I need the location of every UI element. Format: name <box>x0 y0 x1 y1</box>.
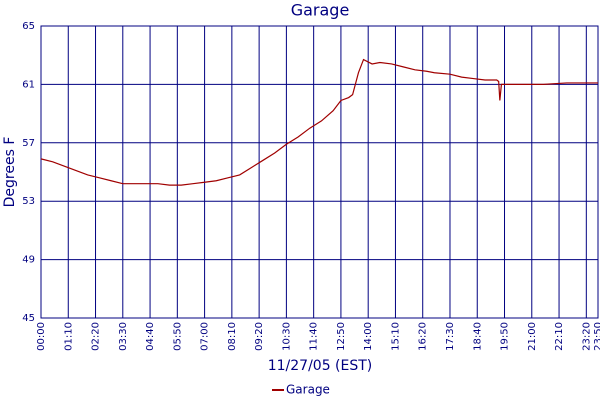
x-tick-label: 11:40 <box>309 322 320 351</box>
x-tick-label: 23:50 <box>593 322 600 351</box>
y-tick-label: 57 <box>22 138 35 149</box>
data-line <box>40 58 598 186</box>
x-tick-label: 14:00 <box>363 322 374 351</box>
x-tick-label: 07:00 <box>200 322 211 351</box>
x-tick-label: 18:40 <box>472 322 483 351</box>
x-tick-label: 08:10 <box>227 322 238 351</box>
x-tick-label: 05:50 <box>172 322 183 351</box>
x-tick-label: 21:00 <box>527 322 538 351</box>
y-axis-label: Degrees F <box>2 137 18 208</box>
y-tick-label: 45 <box>22 313 35 324</box>
x-tick-label: 09:20 <box>254 322 265 351</box>
y-tick-label: 61 <box>22 79 35 90</box>
x-axis-label: 11/27/05 (EST) <box>268 358 373 374</box>
x-tick-label: 04:40 <box>145 322 156 351</box>
x-tick-label: 22:10 <box>554 322 565 351</box>
x-tick-label: 02:20 <box>91 322 102 351</box>
x-tick-label: 00:00 <box>36 322 47 351</box>
x-tick-label: 12:50 <box>336 322 347 351</box>
y-tick-label: 65 <box>22 21 35 32</box>
y-tick-label: 53 <box>22 196 35 207</box>
x-tick-label: 15:10 <box>390 322 401 351</box>
x-tick-label: 23:20 <box>581 322 592 351</box>
x-tick-label: 16:20 <box>418 322 429 351</box>
x-tick-label: 03:30 <box>118 322 129 351</box>
x-tick-label: 19:50 <box>500 322 511 351</box>
x-tick-label: 10:30 <box>281 322 292 351</box>
legend-label: Garage <box>286 383 330 397</box>
y-tick-label: 49 <box>22 255 35 266</box>
x-tick-label: 01:10 <box>63 322 74 351</box>
plot-frame <box>40 25 599 319</box>
x-tick-label: 17:30 <box>445 322 456 351</box>
chart-title: Garage <box>291 1 350 20</box>
